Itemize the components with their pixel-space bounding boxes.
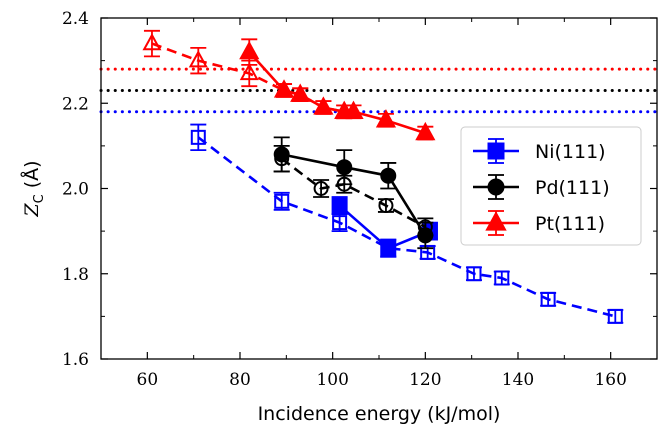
series-0-dashed-point-0 xyxy=(190,129,206,145)
x-tick-label-2: 100 xyxy=(316,370,348,390)
series-1-solid-point-3 xyxy=(417,227,434,244)
reference-lines xyxy=(99,67,658,114)
series-0-solid-point-1 xyxy=(380,240,397,257)
series-2-solid-point-3 xyxy=(313,96,334,115)
legend-entry-0: Ni(111) xyxy=(473,138,606,164)
legend-label-1: Pd(111) xyxy=(535,177,610,199)
legend-label-0: Ni(111) xyxy=(535,141,606,163)
axes: 60 80 100 120 140 160 1.6 1.8 2.0 2.2 2.4 xyxy=(62,9,658,390)
legend: Ni(111) Pd(111) Pt(111) xyxy=(460,126,642,246)
series-2-solid-point-0 xyxy=(239,40,260,60)
series-0-dashed-point-7 xyxy=(540,291,556,307)
y-axis-label: ZC (Å) xyxy=(20,160,47,217)
series-0-dashed-point-8 xyxy=(607,308,623,324)
series-2-solid-point-6 xyxy=(375,109,397,128)
series-0-dashed-point-1 xyxy=(274,193,290,209)
y-tick-label-4: 2.4 xyxy=(62,9,89,29)
legend-marker-2 xyxy=(485,211,507,231)
y-tick-label-1: 1.8 xyxy=(62,265,89,285)
x-tick-label-1: 80 xyxy=(229,370,251,390)
series-2 xyxy=(142,29,436,141)
y-tick-label-3: 2.2 xyxy=(62,94,89,114)
series-1-solid-point-1 xyxy=(336,159,353,176)
y-tick-label-2: 2.0 xyxy=(62,180,89,200)
series-1-dashed-point-1 xyxy=(313,181,329,196)
series-0-dashed-point-2 xyxy=(332,215,348,231)
series-1 xyxy=(273,136,434,250)
series-2-solid-point-1 xyxy=(273,79,295,98)
series-0-dashed-point-4 xyxy=(420,244,436,260)
y-axis-label-subscript: C xyxy=(32,194,47,203)
x-tick-label-3: 120 xyxy=(409,370,441,390)
series-2-solid-line xyxy=(248,51,426,135)
series-2-solid-point-5 xyxy=(343,100,364,119)
legend-entry-2: Pt(111) xyxy=(473,210,605,236)
series-0-solid-point-0 xyxy=(331,197,348,214)
legend-marker-0 xyxy=(487,142,505,160)
legend-label-2: Pt(111) xyxy=(535,213,605,235)
plot-area xyxy=(142,29,624,324)
x-tick-label-0: 60 xyxy=(137,370,159,390)
x-axis-label: Incidence energy (kJ/mol) xyxy=(258,403,501,425)
series-2-solid-point-7 xyxy=(415,121,436,141)
x-tick-label-5: 160 xyxy=(594,370,626,390)
series-0-dashed-point-5 xyxy=(466,266,482,282)
x-tick-label-4: 140 xyxy=(502,370,534,390)
series-0 xyxy=(190,123,624,324)
y-axis-label-symbol: Z xyxy=(21,203,43,218)
series-2-dashed-point-0 xyxy=(142,33,162,51)
legend-box xyxy=(460,126,642,246)
series-2-solid-point-2 xyxy=(290,83,311,102)
y-axis-label-unit: (Å) xyxy=(20,160,43,188)
series-1-solid-point-0 xyxy=(273,146,290,163)
series-1-solid-line xyxy=(281,153,427,237)
series-1-dashed-point-3 xyxy=(378,198,394,214)
series-1-solid-point-2 xyxy=(380,167,397,184)
series-2-dashed-point-2 xyxy=(239,62,259,81)
legend-marker-1 xyxy=(487,178,505,196)
series-0-dashed-point-6 xyxy=(494,270,510,286)
y-tick-label-0: 1.6 xyxy=(62,350,89,370)
legend-entry-1: Pd(111) xyxy=(473,174,610,200)
series-2-dashed-point-1 xyxy=(188,50,208,68)
